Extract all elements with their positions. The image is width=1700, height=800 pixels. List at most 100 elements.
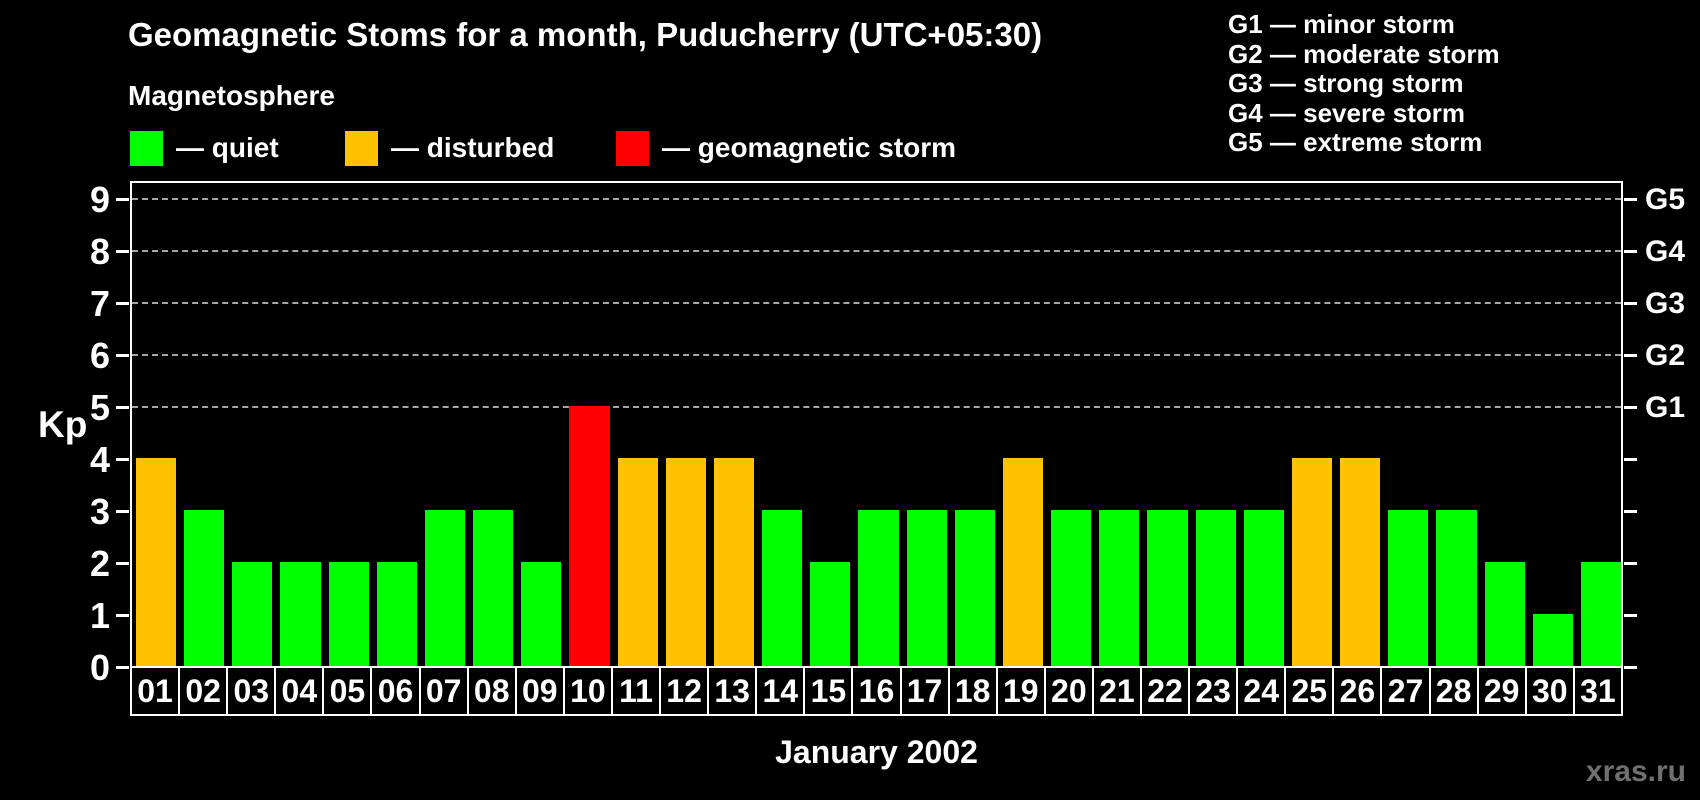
day-label-12: 12 <box>659 666 710 716</box>
day-label-31: 31 <box>1572 666 1623 716</box>
g-legend-item: G1 — minor storm <box>1228 9 1455 39</box>
day-label-23: 23 <box>1188 666 1239 716</box>
bar-day-12 <box>665 458 706 666</box>
y-tick-right-0 <box>1624 666 1637 669</box>
g-axis-label-G3: G3 <box>1645 287 1686 320</box>
gridline-kp9 <box>132 198 1621 200</box>
day-label-03: 03 <box>226 666 277 716</box>
y-tick-label-0: 0 <box>89 647 110 688</box>
bar-day-04 <box>280 562 321 666</box>
y-tick-label-3: 3 <box>89 491 110 532</box>
bar-day-07 <box>424 510 466 666</box>
bar-day-11 <box>617 458 658 666</box>
g-axis-label-G1: G1 <box>1645 391 1686 424</box>
day-label-09: 09 <box>514 666 565 716</box>
g-legend-item: G3 — strong storm <box>1228 68 1464 99</box>
day-label-30: 30 <box>1524 666 1575 716</box>
day-label-26: 26 <box>1332 666 1383 716</box>
legend-item-label: — geomagnetic storm <box>662 132 957 163</box>
y-tick-left-7 <box>116 302 129 305</box>
bar-day-24 <box>1243 510 1284 666</box>
bar-day-31 <box>1580 562 1621 666</box>
bar-day-21 <box>1099 510 1140 666</box>
bar-day-06 <box>376 562 417 666</box>
g-legend-item: G4 — severe storm <box>1228 97 1466 128</box>
storm-color-swatch <box>616 130 649 166</box>
y-tick-label-6: 6 <box>89 335 110 376</box>
day-label-13: 13 <box>707 666 758 716</box>
day-label-22: 22 <box>1139 666 1191 716</box>
bar-day-14 <box>762 510 803 666</box>
y-tick-label-5: 5 <box>89 387 110 428</box>
y-tick-label-2: 2 <box>89 543 110 584</box>
x-axis-day-labels: 01 02 03 04 05 06 07 08 09 10 11 12 13 14 15 16 17 18 19 20… <box>130 666 1623 716</box>
gridline-kp5 <box>132 406 1621 408</box>
day-label-05: 05 <box>322 666 373 716</box>
g-axis-label-G4: G4 <box>1645 235 1686 268</box>
gridline-kp8 <box>132 250 1621 252</box>
bar-day-30 <box>1532 614 1573 666</box>
bar-day-03 <box>232 562 273 666</box>
y-tick-right-7 <box>1624 302 1637 305</box>
y-tick-label-1: 1 <box>89 595 110 636</box>
y-tick-label-4: 4 <box>89 439 110 480</box>
day-label-01: 01 <box>130 666 181 716</box>
bar-day-26 <box>1340 458 1381 666</box>
y-tick-label-8: 8 <box>89 231 110 272</box>
gridline-kp6 <box>132 354 1621 356</box>
bar-day-22 <box>1147 510 1188 666</box>
day-label-25: 25 <box>1284 666 1335 716</box>
day-label-14: 14 <box>755 666 806 716</box>
bar-day-18 <box>954 510 995 666</box>
bar-day-17 <box>906 510 947 666</box>
bar-day-23 <box>1195 510 1236 666</box>
day-label-27: 27 <box>1380 666 1431 716</box>
day-label-06: 06 <box>370 666 421 716</box>
day-label-21: 21 <box>1091 666 1142 716</box>
bar-day-09 <box>521 562 562 666</box>
bar-day-25 <box>1291 458 1333 666</box>
bar-day-29 <box>1484 562 1525 666</box>
y-tick-right-8 <box>1624 250 1637 253</box>
day-label-04: 04 <box>274 666 325 716</box>
g-axis-label-G5: G5 <box>1645 183 1686 216</box>
g-legend-item: G5 — extreme storm <box>1228 127 1483 158</box>
y-tick-left-8 <box>116 250 129 253</box>
day-label-07: 07 <box>418 666 469 716</box>
bar-day-19 <box>1002 458 1044 666</box>
gridline-kp7 <box>132 302 1621 304</box>
day-label-02: 02 <box>178 666 229 716</box>
y-axis-title: Kp <box>38 404 88 445</box>
g-axis-label-G2: G2 <box>1645 339 1686 372</box>
y-tick-right-5 <box>1624 406 1637 409</box>
day-label-11: 11 <box>610 666 662 716</box>
bar-day-16 <box>858 510 899 666</box>
chart-title: Geomagnetic Stoms for a month, Puducherr… <box>128 16 1043 53</box>
bar-day-28 <box>1436 510 1477 666</box>
day-label-20: 20 <box>1043 666 1094 716</box>
bar-day-08 <box>473 510 514 666</box>
bar-day-13 <box>713 458 755 666</box>
y-tick-right-6 <box>1624 354 1637 357</box>
day-label-18: 18 <box>947 666 998 716</box>
x-axis-title: January 2002 <box>775 734 978 770</box>
day-label-10: 10 <box>562 666 613 716</box>
g-scale-legend: G1 — minor storm G2 — moderate storm G3 — … <box>1228 9 1500 158</box>
y-tick-right-4 <box>1624 458 1637 461</box>
bar-day-15 <box>810 562 851 666</box>
magnetosphere-legend-title: Magnetosphere <box>128 80 335 111</box>
day-label-16: 16 <box>851 666 902 716</box>
legend-item-label: — disturbed <box>391 132 555 163</box>
bar-day-10 <box>569 406 610 666</box>
watermark: xras.ru <box>1585 755 1686 788</box>
legend-item-quiet: — quiet <box>130 129 279 167</box>
day-label-17: 17 <box>899 666 950 716</box>
bar-day-20 <box>1051 510 1092 666</box>
y-tick-left-9 <box>116 198 129 201</box>
legend-item-disturbed: — disturbed <box>345 129 554 167</box>
legend-item-storm: — geomagnetic storm <box>616 129 956 167</box>
legend-item-label: — quiet <box>176 132 279 163</box>
y-tick-right-1 <box>1624 614 1637 617</box>
y-tick-right-3 <box>1624 510 1637 513</box>
